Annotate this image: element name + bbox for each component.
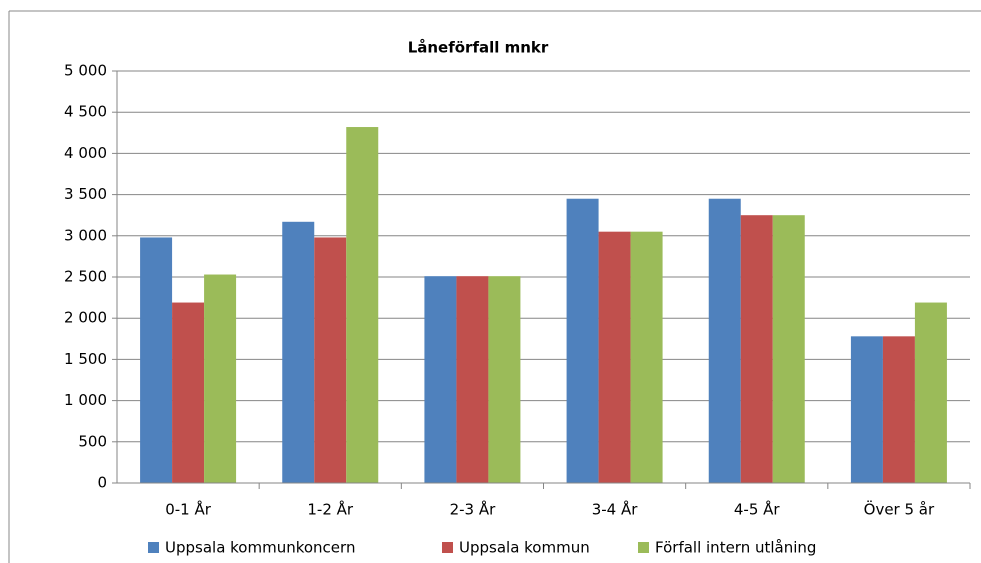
bar — [882, 336, 915, 483]
bar — [850, 336, 883, 483]
x-tick-label: 3-4 År — [592, 500, 639, 519]
y-tick-label: 5 000 — [64, 62, 107, 80]
bar — [740, 215, 773, 483]
legend-swatch — [638, 542, 649, 553]
y-tick-label: 2 500 — [64, 268, 107, 286]
y-tick-label: 3 000 — [64, 226, 107, 244]
legend-label: Uppsala kommunkoncern — [165, 539, 355, 557]
bar — [914, 302, 947, 483]
bar — [488, 276, 521, 483]
y-tick-label: 1 000 — [64, 391, 107, 409]
legend-label: Uppsala kommun — [459, 539, 590, 557]
legend-swatch — [442, 542, 453, 553]
legend-label: Förfall intern utlåning — [655, 539, 816, 557]
y-tick-label: 0 — [97, 474, 107, 492]
bar — [172, 302, 205, 483]
x-tick-label: 1-2 År — [307, 500, 354, 519]
y-tick-label: 500 — [78, 432, 107, 450]
y-tick-label: 2 000 — [64, 309, 107, 327]
bar — [566, 198, 599, 483]
x-tick-label: 0-1 År — [165, 500, 212, 519]
y-tick-label: 3 500 — [64, 185, 107, 203]
y-tick-label: 4 500 — [64, 103, 107, 121]
bar — [346, 127, 379, 484]
y-tick-label: 1 500 — [64, 350, 107, 368]
bar — [282, 221, 315, 484]
legend-swatch — [148, 542, 159, 553]
bar — [456, 276, 489, 483]
bar — [314, 237, 347, 483]
x-tick-label: Över 5 år — [864, 500, 935, 519]
y-tick-label: 4 000 — [64, 144, 107, 162]
bar — [630, 231, 663, 483]
x-tick-label: 4-5 År — [734, 500, 781, 519]
bar — [598, 231, 631, 483]
x-tick-label: 2-3 År — [450, 500, 497, 519]
bar — [424, 276, 457, 483]
bar — [140, 237, 173, 483]
bar — [204, 274, 237, 483]
bar — [772, 215, 805, 483]
bar — [708, 198, 741, 483]
chart-title: Låneförfall mnkr — [408, 39, 549, 57]
